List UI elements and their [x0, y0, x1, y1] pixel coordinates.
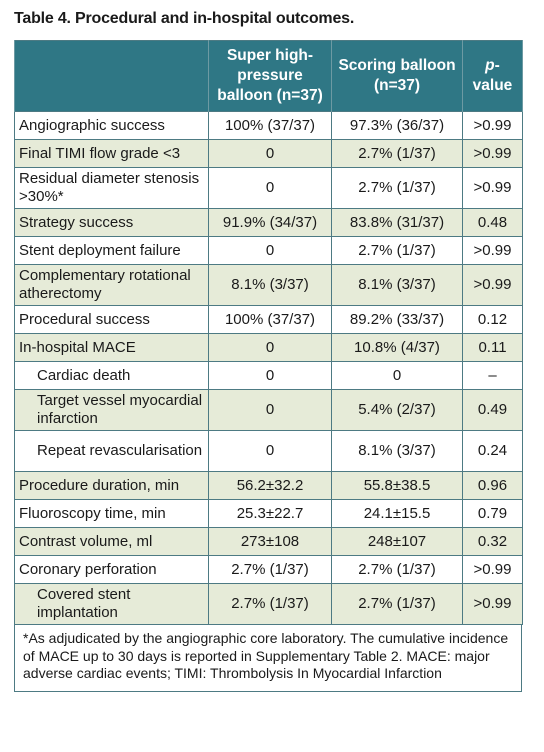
cell-scoring-balloon: 248±107 [331, 527, 463, 556]
cell-p-value: >0.99 [462, 236, 523, 265]
table-row: Final TIMI flow grade <3 0 2.7% (1/37) >… [14, 139, 523, 168]
row-label: Covered stent implantation [14, 583, 209, 625]
header-p-value: p-value [462, 40, 523, 112]
cell-scoring-balloon: 89.2% (33/37) [331, 305, 463, 334]
table-footnote: *As adjudicated by the angiographic core… [14, 625, 522, 692]
cell-super-high-pressure: 56.2±32.2 [208, 471, 332, 500]
row-label: Stent deployment failure [14, 236, 209, 265]
header-scoring-balloon: Scoring balloon (n=37) [331, 40, 463, 112]
cell-p-value: 0.12 [462, 305, 523, 334]
table-row: Angiographic success 100% (37/37) 97.3% … [14, 111, 523, 140]
cell-p-value: 0.11 [462, 333, 523, 362]
cell-p-value: >0.99 [462, 583, 523, 625]
cell-scoring-balloon: 8.1% (3/37) [331, 430, 463, 472]
table-row: Stent deployment failure 0 2.7% (1/37) >… [14, 236, 523, 265]
cell-scoring-balloon: 2.7% (1/37) [331, 236, 463, 265]
table-title: Table 4. Procedural and in-hospital outc… [14, 10, 355, 27]
row-label: In-hospital MACE [14, 333, 209, 362]
cell-p-value: >0.99 [462, 167, 523, 209]
cell-super-high-pressure: 0 [208, 167, 332, 209]
table-row: Fluoroscopy time, min 25.3±22.7 24.1±15.… [14, 499, 523, 528]
cell-p-value: 0.96 [462, 471, 523, 500]
header-super-high-pressure: Super high-pressure balloon (n=37) [208, 40, 332, 112]
header-p-rest: -value [472, 57, 513, 94]
cell-scoring-balloon: 2.7% (1/37) [331, 555, 463, 584]
row-label: Cardiac death [14, 361, 209, 390]
cell-scoring-balloon: 2.7% (1/37) [331, 583, 463, 625]
cell-p-value: >0.99 [462, 111, 523, 140]
cell-super-high-pressure: 0 [208, 333, 332, 362]
table-row: Contrast volume, ml 273±108 248±107 0.32 [14, 527, 523, 556]
row-label: Coronary perforation [14, 555, 209, 584]
row-label: Complementary rotational atherectomy [14, 264, 209, 306]
cell-super-high-pressure: 0 [208, 361, 332, 390]
header-p-italic: p [485, 57, 495, 74]
table-row: Target vessel myocardial infarction 0 5.… [14, 389, 523, 431]
table-row: Cardiac death 0 0 – [14, 361, 523, 390]
cell-scoring-balloon: 0 [331, 361, 463, 390]
cell-super-high-pressure: 0 [208, 139, 332, 168]
cell-scoring-balloon: 8.1% (3/37) [331, 264, 463, 306]
cell-scoring-balloon: 55.8±38.5 [331, 471, 463, 500]
cell-super-high-pressure: 2.7% (1/37) [208, 583, 332, 625]
cell-scoring-balloon: 2.7% (1/37) [331, 167, 463, 209]
table-row: Coronary perforation 2.7% (1/37) 2.7% (1… [14, 555, 523, 584]
table-row: In-hospital MACE 0 10.8% (4/37) 0.11 [14, 333, 523, 362]
outcomes-table: Super high-pressure balloon (n=37) Scori… [14, 40, 523, 625]
table-row: Strategy success 91.9% (34/37) 83.8% (31… [14, 208, 523, 237]
row-label: Procedural success [14, 305, 209, 334]
cell-super-high-pressure: 100% (37/37) [208, 111, 332, 140]
header-blank [14, 40, 209, 112]
cell-p-value: 0.32 [462, 527, 523, 556]
row-label: Strategy success [14, 208, 209, 237]
cell-p-value: 0.48 [462, 208, 523, 237]
row-label: Fluoroscopy time, min [14, 499, 209, 528]
cell-p-value: 0.24 [462, 430, 523, 472]
table-row: Covered stent implantation 2.7% (1/37) 2… [14, 583, 523, 625]
cell-p-value: >0.99 [462, 139, 523, 168]
cell-super-high-pressure: 0 [208, 430, 332, 472]
cell-super-high-pressure: 0 [208, 236, 332, 265]
row-label: Residual diameter stenosis >30%* [14, 167, 209, 209]
table-row: Complementary rotational atherectomy 8.1… [14, 264, 523, 306]
header-row: Super high-pressure balloon (n=37) Scori… [14, 40, 523, 112]
table-row: Procedural success 100% (37/37) 89.2% (3… [14, 305, 523, 334]
cell-scoring-balloon: 2.7% (1/37) [331, 139, 463, 168]
cell-super-high-pressure: 91.9% (34/37) [208, 208, 332, 237]
cell-p-value: – [462, 361, 523, 390]
cell-p-value: >0.99 [462, 264, 523, 306]
table-figure: Table 4. Procedural and in-hospital outc… [14, 0, 542, 692]
cell-super-high-pressure: 100% (37/37) [208, 305, 332, 334]
cell-p-value: 0.49 [462, 389, 523, 431]
cell-scoring-balloon: 97.3% (36/37) [331, 111, 463, 140]
table-row: Repeat revascularisation 0 8.1% (3/37) 0… [14, 430, 523, 472]
table-row: Procedure duration, min 56.2±32.2 55.8±3… [14, 471, 523, 500]
table-row: Residual diameter stenosis >30%* 0 2.7% … [14, 167, 523, 209]
cell-scoring-balloon: 5.4% (2/37) [331, 389, 463, 431]
cell-super-high-pressure: 0 [208, 389, 332, 431]
cell-super-high-pressure: 25.3±22.7 [208, 499, 332, 528]
row-label: Target vessel myocardial infarction [14, 389, 209, 431]
row-label: Repeat revascularisation [14, 430, 209, 472]
row-label: Procedure duration, min [14, 471, 209, 500]
cell-p-value: 0.79 [462, 499, 523, 528]
cell-super-high-pressure: 8.1% (3/37) [208, 264, 332, 306]
row-label: Final TIMI flow grade <3 [14, 139, 209, 168]
row-label: Angiographic success [14, 111, 209, 140]
cell-scoring-balloon: 10.8% (4/37) [331, 333, 463, 362]
cell-scoring-balloon: 24.1±15.5 [331, 499, 463, 528]
row-label: Contrast volume, ml [14, 527, 209, 556]
cell-scoring-balloon: 83.8% (31/37) [331, 208, 463, 237]
cell-super-high-pressure: 273±108 [208, 527, 332, 556]
cell-super-high-pressure: 2.7% (1/37) [208, 555, 332, 584]
cell-p-value: >0.99 [462, 555, 523, 584]
